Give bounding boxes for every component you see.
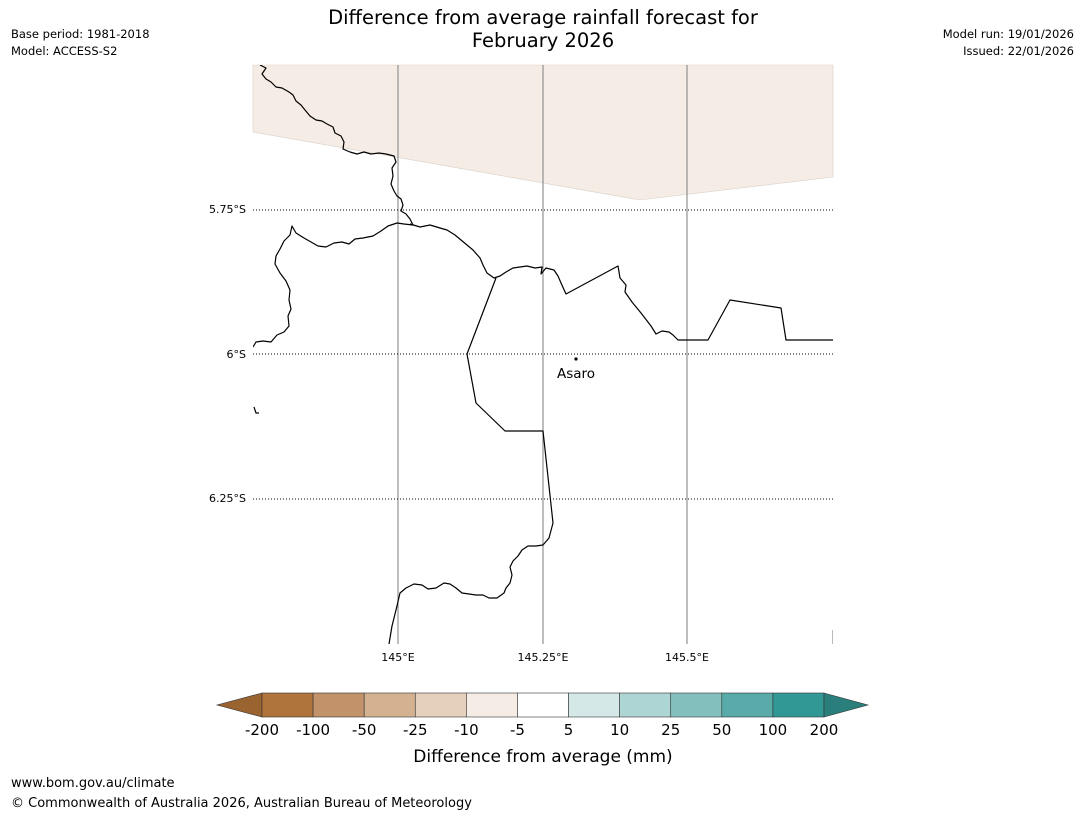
parallels	[253, 209, 833, 500]
boundary-east	[409, 223, 833, 341]
colorbar-bin	[772, 692, 825, 718]
colorbar-bin	[261, 692, 314, 718]
lat-label-5-75s: 5.75°S	[209, 203, 246, 216]
title-line-1: Difference from average rainfall forecas…	[328, 6, 758, 29]
meta-left: Base period: 1981-2018 Model: ACCESS-S2	[11, 26, 150, 60]
colorbar-tick-label: 25	[661, 721, 680, 739]
colorbar-tick-label: 50	[712, 721, 731, 739]
colorbar-tick-label: -200	[245, 721, 279, 739]
chart-title: Difference from average rainfall forecas…	[243, 6, 843, 52]
lon-label-145e: 145°E	[381, 651, 414, 664]
colorbar-bin	[619, 692, 672, 718]
boundary-south	[388, 277, 554, 644]
footer-url[interactable]: www.bom.gov.au/climate	[11, 776, 175, 791]
colorbar-bin	[568, 692, 620, 718]
colorbar-bin	[466, 692, 518, 718]
colorbar-tick-label: -50	[352, 721, 377, 739]
colorbar-bin	[517, 692, 569, 718]
footer: www.bom.gov.au/climate © Commonwealth of…	[11, 774, 472, 814]
colorbar-extend-low	[215, 692, 263, 718]
colorbar-tick-label: 5	[564, 721, 574, 739]
colorbar: -200 -100 -50 -25 -10 -5 5 10 25 50 100 200	[215, 692, 870, 739]
boundary-north	[253, 65, 414, 348]
lat-labels: 5.75°S 6°S 6.25°S	[209, 203, 246, 505]
colorbar-bin	[363, 692, 416, 718]
legend-title: Difference from average (mm)	[413, 747, 672, 767]
colorbar-bin	[414, 692, 467, 718]
lat-label-6-25s: 6.25°S	[209, 492, 246, 505]
colorbar-extend-high	[823, 692, 870, 718]
place-asaro: Asaro	[557, 357, 595, 382]
model-name: Model: ACCESS-S2	[11, 44, 118, 58]
footer-copyright: © Commonwealth of Australia 2026, Austra…	[11, 796, 472, 811]
colorbar-bin	[721, 692, 774, 718]
colorbar-tick-label: 100	[759, 721, 788, 739]
model-run: Model run: 19/01/2026	[942, 27, 1074, 41]
colorbar-tick-label: 10	[610, 721, 629, 739]
boundaries	[253, 65, 833, 644]
map-frame-right-tick	[832, 630, 833, 644]
meta-right: Model run: 19/01/2026 Issued: 22/01/2026	[943, 26, 1074, 60]
colorbar-tick-label: -5	[510, 721, 525, 739]
lon-label-145-5e: 145.5°E	[665, 651, 709, 664]
colorbar-tick-label: 200	[810, 721, 839, 739]
colorbar-bin	[670, 692, 723, 718]
lon-labels: 145°E 145.25°E 145.5°E	[381, 651, 709, 664]
place-label: Asaro	[557, 366, 595, 382]
boundary-fragment-west	[253, 406, 259, 414]
lon-label-145-25e: 145.25°E	[518, 651, 569, 664]
lat-label-6s: 6°S	[227, 348, 246, 361]
issued-date: Issued: 22/01/2026	[963, 44, 1074, 58]
colorbar-tick-label: -100	[296, 721, 330, 739]
colorbar-bin	[312, 692, 365, 718]
base-period: Base period: 1981-2018	[11, 27, 150, 41]
title-line-2: February 2026	[471, 29, 615, 52]
colorbar-tick-label: -10	[454, 721, 479, 739]
place-marker	[574, 357, 578, 361]
colorbar-tick-label: -25	[403, 721, 428, 739]
